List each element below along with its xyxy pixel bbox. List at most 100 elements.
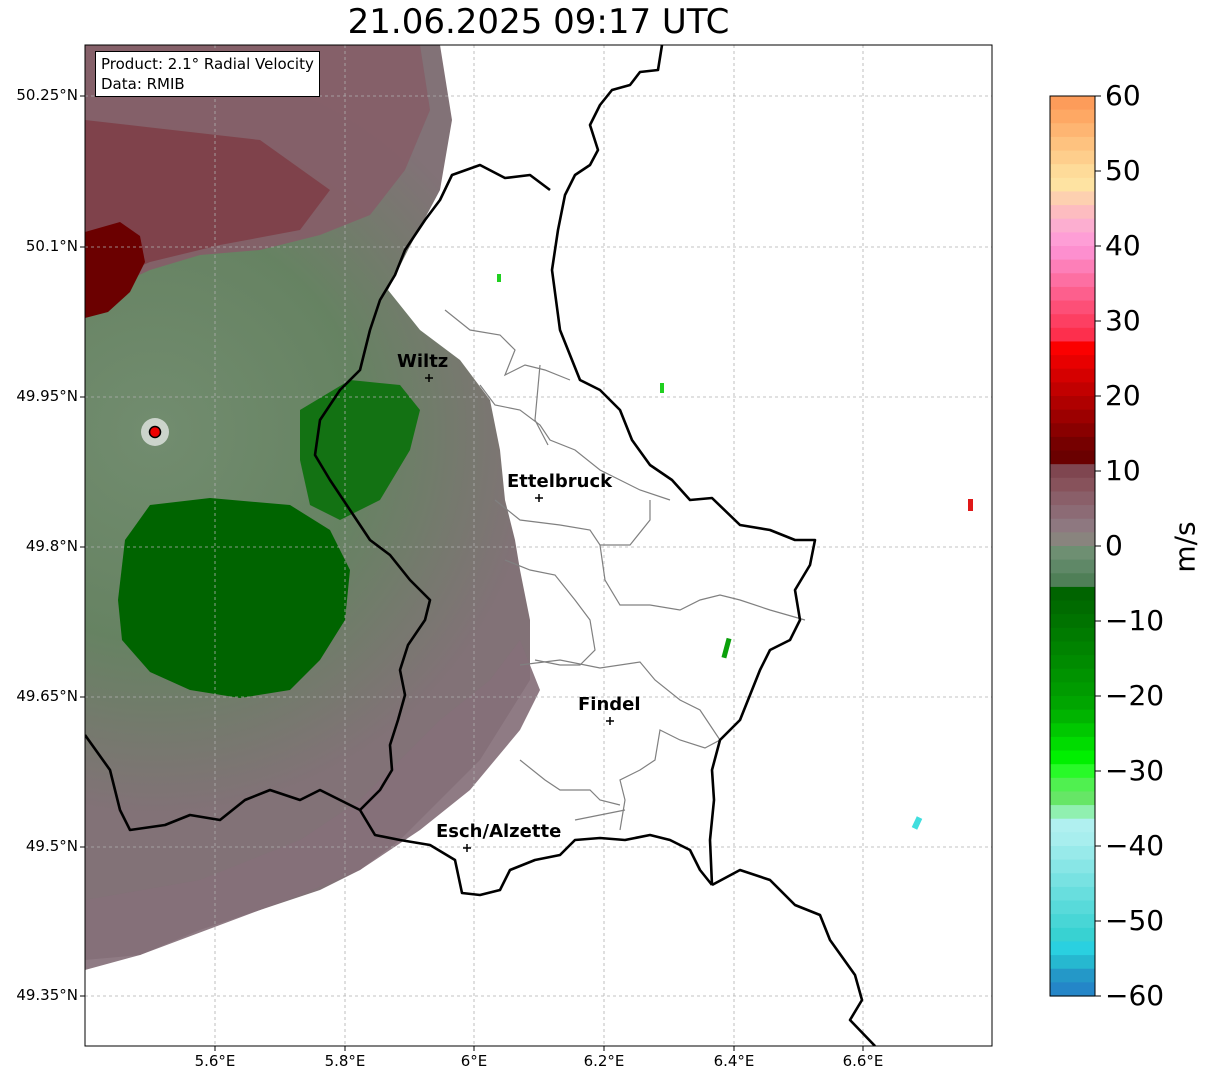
colorbar-segment	[1050, 368, 1095, 383]
colorbar-segment	[1050, 927, 1095, 943]
colorbar-segment	[1050, 627, 1095, 643]
colorbar-segment	[1050, 409, 1095, 424]
colorbar-segment	[1050, 491, 1095, 506]
echo-approaching-north-lobe	[300, 380, 420, 520]
colorbar-segment	[1050, 859, 1095, 874]
colorbar-segment	[1050, 832, 1095, 847]
colorbar-segment	[1050, 764, 1095, 779]
colorbar-segment	[1050, 600, 1095, 615]
colorbar-segment	[1050, 314, 1095, 329]
isolated-echoes	[497, 274, 973, 830]
colorbar-segment	[1050, 736, 1095, 752]
colorbar-tick-label: 20	[1105, 379, 1141, 412]
colorbar-tick-label: 40	[1105, 229, 1141, 262]
colorbar-tick-label: 60	[1105, 79, 1141, 112]
colorbar-segment	[1050, 96, 1095, 111]
city-label-ettelbruck: Ettelbruck	[507, 471, 613, 492]
colorbar-segment	[1050, 477, 1095, 493]
colorbar-segment	[1050, 886, 1095, 902]
colorbar-segment	[1050, 450, 1095, 465]
colorbar-segment	[1050, 109, 1095, 124]
marker-wiltz	[425, 374, 433, 382]
colorbar-tick-label: −50	[1105, 904, 1165, 937]
colorbar-segment	[1050, 396, 1095, 411]
colorbar-segment	[1050, 286, 1095, 302]
lat-label: 50.25°N	[16, 86, 78, 104]
lat-label: 49.95°N	[16, 387, 78, 405]
city-label-findel: Findel	[578, 694, 641, 715]
colorbar-segment	[1050, 123, 1095, 138]
colorbar-segment	[1050, 205, 1095, 220]
colorbar-segment	[1050, 259, 1095, 274]
colorbar-tick-label: −60	[1105, 979, 1165, 1012]
colorbar-segment	[1050, 573, 1095, 588]
lon-label: 6.2°E	[583, 1052, 625, 1070]
colorbar-segment	[1050, 750, 1095, 765]
echo-field	[85, 45, 530, 960]
colorbar-segment	[1050, 709, 1095, 724]
colorbar-segment	[1050, 327, 1095, 343]
lon-label: 6.6°E	[842, 1052, 884, 1070]
lat-label: 49.5°N	[25, 837, 78, 855]
echo-receding-south	[85, 640, 540, 970]
lat-label: 49.35°N	[16, 986, 78, 1004]
colorbar	[1050, 96, 1095, 997]
marker-findel	[606, 717, 614, 725]
plot-frame	[84, 44, 993, 1047]
colorbar-segment	[1050, 559, 1095, 574]
echo-dark-red-core	[85, 222, 145, 318]
border-lu-fr	[358, 809, 714, 897]
colorbar-tick-label: 0	[1105, 529, 1123, 562]
colorbar-tick-label: 30	[1105, 304, 1141, 337]
colorbar-ticks	[1095, 95, 1101, 997]
colorbar-tick-label: −20	[1105, 679, 1165, 712]
colorbar-segment	[1050, 668, 1095, 683]
colorbar-segment	[1050, 355, 1095, 370]
colorbar-segment	[1050, 546, 1095, 561]
city-markers	[425, 374, 614, 852]
city-label-wiltz: Wiltz	[397, 351, 449, 372]
lon-label: 6°E	[460, 1052, 488, 1070]
colorbar-segment	[1050, 873, 1095, 888]
lat-label: 49.8°N	[25, 537, 78, 555]
colorbar-segment	[1050, 177, 1095, 193]
colorbar-tick-label: −40	[1105, 829, 1165, 862]
marker-ettelbruck	[535, 494, 543, 502]
data-source-line: Data: RMIB	[101, 75, 185, 93]
colorbar-segment	[1050, 846, 1095, 861]
colorbar-segment	[1050, 968, 1095, 983]
colorbar-segment	[1050, 518, 1095, 533]
colorbar-tick-label: 10	[1105, 454, 1141, 487]
colorbar-segment	[1050, 641, 1095, 656]
colorbar-segment	[1050, 586, 1095, 602]
colorbar-segment	[1050, 982, 1095, 997]
colorbar-segment	[1050, 246, 1095, 261]
colorbar-segment	[1050, 900, 1095, 915]
lat-label: 49.65°N	[16, 687, 78, 705]
colorbar-segment	[1050, 232, 1095, 247]
colorbar-segment	[1050, 805, 1095, 820]
lat-label: 50.1°N	[25, 237, 78, 255]
colorbar-segment	[1050, 464, 1095, 479]
colorbar-segment	[1050, 614, 1095, 629]
colorbar-segment	[1050, 273, 1095, 288]
colorbar-segment	[1050, 696, 1095, 711]
border-be-fr	[85, 734, 361, 832]
lon-label: 5.6°E	[194, 1052, 236, 1070]
colorbar-segment	[1050, 436, 1095, 452]
colorbar-segment	[1050, 941, 1095, 956]
colorbar-segment	[1050, 164, 1095, 179]
colorbar-segment	[1050, 218, 1095, 233]
colorbar-unit-label: m/s	[1168, 521, 1202, 573]
colorbar-segment	[1050, 382, 1095, 397]
colorbar-segment	[1050, 150, 1095, 165]
colorbar-segment	[1050, 655, 1095, 670]
echo-approaching-strong	[118, 498, 350, 698]
colorbar-segment	[1050, 532, 1095, 547]
country-borders	[85, 45, 876, 1046]
colorbar-tick-label: 50	[1105, 154, 1141, 187]
echo-receding-north-strong	[85, 120, 330, 290]
lon-label: 6.4°E	[713, 1052, 755, 1070]
border-de-fr	[711, 868, 876, 1046]
city-label-esch-alzette: Esch/Alzette	[436, 821, 562, 842]
